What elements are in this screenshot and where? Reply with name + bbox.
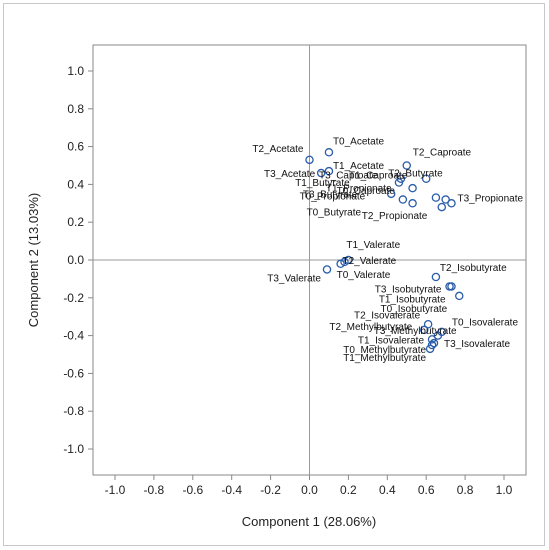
data-point xyxy=(420,325,429,335)
y-tick-label: 0.4 xyxy=(67,177,84,191)
point-label: T3_Acetate xyxy=(264,169,316,180)
point-label: T3_Valerate xyxy=(267,273,321,284)
point-label: T3_Butyrate xyxy=(303,190,358,201)
y-tick-label: -0.4 xyxy=(63,329,84,343)
data-point xyxy=(441,195,450,204)
point-labels: T2_Acetate T0_Acetate T3_Acetate T1_Acetate… xyxy=(252,136,523,364)
data-point xyxy=(433,331,443,340)
x-axis: -1.0 -0.8 -0.6 -0.4 -0.2 0.0 0.2 0.4 0.6 0.8 1.0 xyxy=(105,475,513,497)
data-point xyxy=(447,199,456,208)
data-point xyxy=(305,155,314,165)
point-label: T2_Valerate xyxy=(343,256,397,267)
data-point xyxy=(402,161,411,170)
data-points xyxy=(305,148,464,354)
point-label: T2_Isobutyrate xyxy=(440,263,507,274)
x-tick-label: 0.4 xyxy=(379,483,396,497)
y-tick-label: 0.0 xyxy=(67,253,84,267)
point-label: T0_Butyrate xyxy=(307,207,362,218)
y-tick-label: -0.8 xyxy=(63,404,84,418)
y-tick-label: -0.6 xyxy=(63,366,84,380)
y-axis: 1.0 0.8 0.6 0.4 0.2 0.0 -0.2 -0.4 -0.6 -0.8 -1.0 xyxy=(63,64,93,456)
data-point xyxy=(423,320,433,329)
x-tick-label: 0.8 xyxy=(457,483,474,497)
point-label: T2_Butyrate xyxy=(388,169,443,180)
data-point xyxy=(322,265,332,274)
x-tick-label: 0.6 xyxy=(418,483,435,497)
data-point xyxy=(431,272,441,282)
data-point xyxy=(429,338,439,348)
point-label: T1_Caproate xyxy=(349,171,408,182)
y-tick-label: -1.0 xyxy=(63,442,84,456)
x-tick-label: -0.8 xyxy=(144,483,165,497)
x-tick-label: 0.0 xyxy=(301,483,318,497)
point-label: T0_Isovalerate xyxy=(452,318,519,329)
x-tick-label: 1.0 xyxy=(496,483,513,497)
data-point xyxy=(386,189,396,199)
x-tick-label: -0.4 xyxy=(221,483,242,497)
point-label: T2_Propionate xyxy=(362,211,428,222)
point-label: T2_Caproate xyxy=(413,148,472,159)
point-label: T2_Methylbutyrate xyxy=(329,322,412,333)
point-label: T0_Acetate xyxy=(333,136,385,147)
point-label: T1_Methylbutyrate xyxy=(343,353,426,364)
y-tick-label: 1.0 xyxy=(67,64,84,78)
data-point xyxy=(336,259,345,269)
point-label: T1_Isobutyrate xyxy=(379,294,446,305)
data-point xyxy=(408,199,417,208)
data-point xyxy=(427,340,437,350)
x-tick-label: 0.2 xyxy=(340,483,357,497)
point-label: T3_Isobutyrate xyxy=(375,284,442,295)
chart-frame xyxy=(3,3,545,546)
y-axis-title: Component 2 (13.03%) xyxy=(26,193,41,327)
data-point xyxy=(408,183,417,193)
y-tick-label: 0.8 xyxy=(67,102,84,116)
point-label: T0_Methylbutyrate xyxy=(343,345,426,356)
data-point xyxy=(324,148,334,157)
y-tick-label: 0.2 xyxy=(67,215,84,229)
data-point xyxy=(324,166,334,176)
point-label: T1_Isovalerate xyxy=(358,335,425,346)
data-point xyxy=(398,195,408,204)
y-tick-label: -0.2 xyxy=(63,291,84,305)
data-point xyxy=(394,178,404,187)
data-point xyxy=(437,202,447,212)
point-label: T3_Caproate xyxy=(319,171,378,182)
x-tick-label: -0.2 xyxy=(260,483,281,497)
point-label: T3_Isovalerate xyxy=(444,339,511,350)
x-axis-title: Component 1 (28.06%) xyxy=(242,514,376,529)
data-point xyxy=(431,193,441,202)
point-label: T0_Isobutyrate xyxy=(381,304,448,315)
point-label: T1_Valerate xyxy=(346,240,400,251)
point-label: T1_Butyrate xyxy=(295,178,350,189)
point-label: T0_Valerate xyxy=(337,270,391,281)
data-point xyxy=(455,291,464,301)
point-label: T1_Acetate xyxy=(333,161,385,172)
point-label: T3_Propionate xyxy=(457,193,523,204)
data-point xyxy=(316,168,326,178)
point-label: T0_Propionate xyxy=(300,192,366,203)
point-label: T0_Caproate xyxy=(337,186,396,197)
y-tick-label: 0.6 xyxy=(67,140,84,154)
x-tick-label: -0.6 xyxy=(182,483,203,497)
data-point xyxy=(445,282,454,291)
point-label: T2_Isovalerate xyxy=(354,310,421,321)
data-point xyxy=(421,174,431,183)
point-label: T2_Acetate xyxy=(252,144,304,155)
point-label: T1_Propionate xyxy=(326,184,392,195)
x-tick-label: -1.0 xyxy=(105,483,126,497)
point-label: T3_Methylbutyrate xyxy=(374,326,457,337)
